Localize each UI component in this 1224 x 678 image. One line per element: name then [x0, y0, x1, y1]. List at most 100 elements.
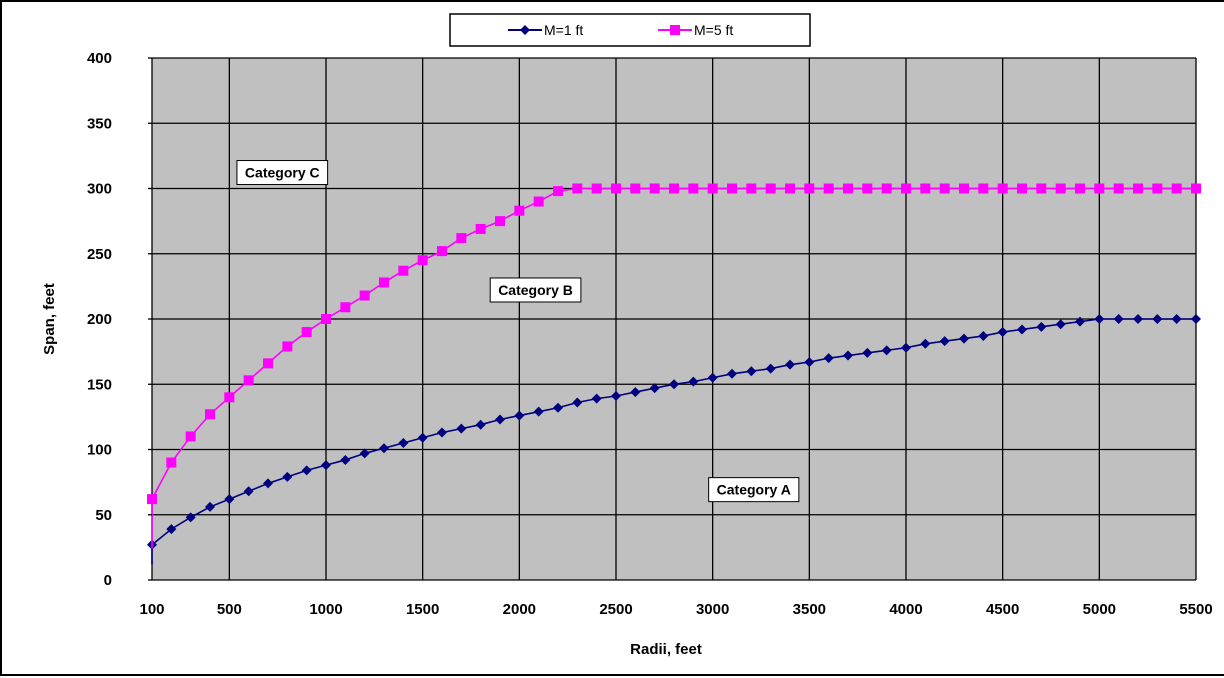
data-point: [939, 336, 950, 347]
data-point: [1191, 183, 1201, 194]
data-point: [785, 359, 795, 370]
x-tick-label: 2500: [599, 601, 632, 618]
data-point: [862, 347, 873, 358]
data-point: [533, 196, 544, 207]
data-point: [243, 486, 254, 497]
data-point: [920, 338, 931, 349]
data-point: [1094, 183, 1105, 194]
data-point: [765, 363, 776, 374]
data-point: [1191, 314, 1201, 324]
annotation-label: Category C: [245, 165, 320, 181]
data-point: [340, 454, 351, 465]
data-point: [765, 183, 776, 194]
data-point: [301, 465, 312, 476]
x-tick-label: 2000: [503, 601, 536, 618]
annotations: Category C Category B Category A: [236, 160, 800, 503]
data-point: [475, 419, 486, 430]
series-layer: [147, 183, 1201, 565]
annotation-label: Category A: [717, 482, 791, 498]
data-point: [1152, 314, 1163, 324]
legend-item-m5: M=5 ft: [658, 22, 733, 38]
data-point: [1075, 183, 1085, 194]
data-point: [611, 183, 621, 194]
annotation-1: Category B: [489, 277, 582, 303]
x-tick-label: 500: [217, 601, 242, 618]
data-point: [398, 265, 409, 276]
data-point: [166, 457, 177, 468]
data-point: [205, 501, 215, 512]
data-point: [340, 302, 351, 313]
data-point: [495, 414, 505, 425]
x-tick-label: 3000: [696, 601, 729, 618]
x-tick-label: 3500: [793, 601, 826, 618]
data-point: [1113, 183, 1124, 194]
y-tick-label: 50: [95, 507, 112, 524]
data-point: [417, 255, 428, 266]
data-point: [978, 330, 989, 341]
data-point: [1152, 183, 1163, 194]
y-tick-label: 150: [87, 376, 112, 393]
data-point: [591, 183, 602, 194]
data-point: [514, 205, 525, 216]
data-point: [533, 406, 544, 417]
data-point: [688, 376, 699, 387]
annotation-box: [236, 160, 329, 186]
data-point: [843, 183, 853, 194]
data-point: [978, 183, 989, 194]
data-point: [475, 223, 486, 234]
data-point: [881, 183, 892, 194]
x-tick-label: 5500: [1179, 601, 1212, 618]
data-point: [321, 460, 331, 471]
data-point: [553, 186, 563, 197]
data-point: [591, 393, 602, 404]
data-point: [1171, 183, 1182, 194]
data-point: [147, 494, 157, 505]
data-point: [437, 427, 447, 438]
x-tick-label: 1000: [309, 601, 342, 618]
data-point: [572, 183, 583, 194]
data-point: [843, 350, 853, 361]
data-point: [804, 183, 815, 194]
data-point: [1094, 314, 1105, 324]
data-point: [823, 353, 834, 364]
data-point: [1075, 316, 1085, 327]
x-tick-label: 100: [139, 601, 164, 618]
data-point: [939, 183, 950, 194]
data-point: [553, 402, 563, 413]
data-point: [224, 494, 235, 505]
data-point: [514, 410, 525, 421]
data-point: [959, 183, 969, 194]
data-point: [456, 423, 467, 434]
data-point: [243, 375, 254, 386]
data-point: [379, 277, 389, 288]
data-point: [495, 216, 505, 227]
data-point: [301, 327, 312, 338]
legend-marker-m1: [520, 25, 530, 35]
axes: 100 500 1000 1500 2000 2500 3000 3500 4000 4500 50…: [87, 50, 1213, 618]
data-point: [1036, 321, 1047, 332]
data-point: [1036, 183, 1047, 194]
y-tick-label: 350: [87, 115, 112, 132]
data-point: [1133, 314, 1143, 324]
data-point: [630, 387, 641, 398]
data-point: [379, 443, 389, 454]
y-tick-label: 0: [104, 572, 112, 589]
annotation-0: Category C: [236, 160, 329, 186]
data-point: [456, 233, 467, 244]
series-1: [147, 183, 1201, 549]
data-point: [321, 314, 331, 324]
data-point: [611, 390, 621, 401]
data-point: [1171, 314, 1182, 324]
x-axis-title: Radii, feet: [630, 641, 702, 658]
y-tick-label: 200: [87, 311, 112, 328]
annotation-box: [708, 477, 800, 503]
data-point: [746, 366, 757, 377]
data-point: [669, 379, 679, 390]
data-point: [1055, 319, 1066, 330]
data-point: [359, 448, 370, 459]
annotation-2: Category A: [708, 477, 800, 503]
data-point: [707, 372, 718, 383]
data-point: [1055, 183, 1066, 194]
